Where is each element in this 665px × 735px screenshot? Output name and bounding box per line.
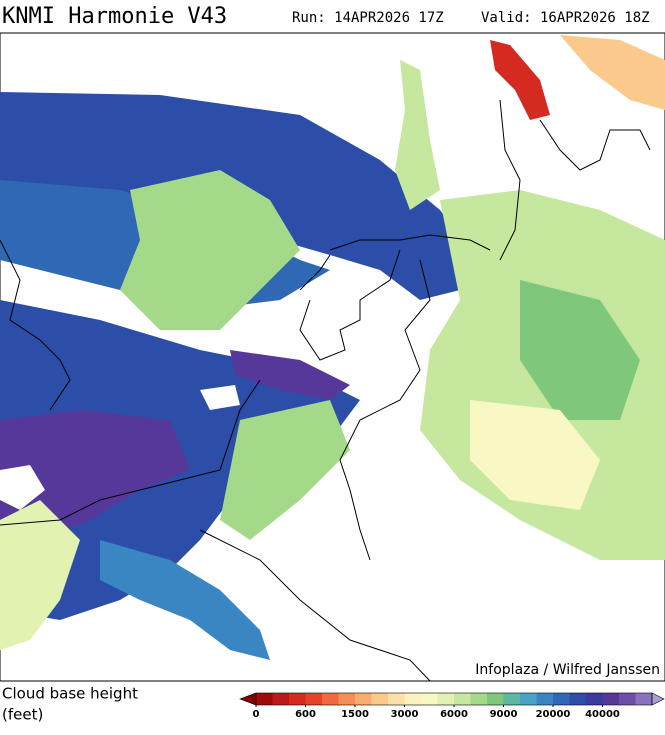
valid-time: Valid: 16APR2026 18Z (481, 10, 650, 26)
colorbar-swatch (437, 693, 455, 705)
colorbar-tick-label: 6000 (440, 709, 468, 720)
clear-area (200, 385, 240, 410)
run-time: Run: 14APR2026 17Z (292, 10, 444, 26)
colorbar-tick-label: 40000 (585, 709, 620, 720)
colorbar-swatch (371, 693, 389, 705)
cloud-area (470, 400, 600, 510)
colorbar-swatch (503, 693, 521, 705)
coastlines (0, 99, 651, 682)
cloud-area (220, 400, 350, 540)
colorbar-swatch (305, 693, 323, 705)
colorbar-swatch (272, 693, 290, 705)
colorbar-swatch (470, 693, 488, 705)
colorbar-swatch (635, 693, 653, 705)
cloud-area (490, 40, 550, 120)
colorbar-swatch (454, 693, 471, 705)
colorbar-tick-label: 1500 (341, 709, 369, 720)
colorbar-swatch (569, 693, 587, 705)
colorbar-swatch (421, 693, 438, 705)
colorbar-triangle (651, 692, 665, 706)
cloud-area (230, 350, 350, 400)
colorbar-tick-label: 0 (253, 709, 260, 720)
cloud-area (0, 500, 80, 650)
colorbar-swatch (338, 693, 356, 705)
cloud-area (395, 60, 440, 210)
cloud-area (120, 170, 300, 330)
legend-label: (feet) (2, 706, 43, 724)
colorbar-swatch (536, 693, 554, 705)
cloud-area (560, 35, 665, 110)
colorbar-swatch (602, 693, 620, 705)
colorbar-swatch (586, 693, 603, 705)
cloud-area (100, 540, 270, 660)
colorbar-swatch (487, 693, 504, 705)
clear-area (0, 465, 45, 510)
colorbar-swatch (404, 693, 422, 705)
colorbar-triangle (239, 692, 257, 706)
colorbar-swatch (289, 693, 306, 705)
colorbar-tick-label: 600 (295, 709, 316, 720)
colorbar-tick-label: 20000 (536, 709, 571, 720)
colorbar-swatch (553, 693, 570, 705)
map (0, 32, 665, 682)
colorbar-swatch (322, 693, 339, 705)
credit: Infoplaza / Wilfred Janssen (475, 662, 660, 678)
cloud-area (520, 280, 640, 420)
colorbar-swatch (388, 693, 405, 705)
colorbar-swatch (256, 693, 273, 705)
colorbar-swatch (520, 693, 537, 705)
title: KNMI Harmonie V43 (2, 4, 227, 29)
legend-label: Cloud base height (2, 685, 138, 703)
colorbar: 0 600 1500 3000 6000 9000 20000 40000 (239, 692, 665, 720)
colorbar-tick-label: 9000 (490, 709, 518, 720)
colorbar-tick-label: 3000 (391, 709, 419, 720)
colorbar-swatch (355, 693, 372, 705)
colorbar-swatch (619, 693, 636, 705)
